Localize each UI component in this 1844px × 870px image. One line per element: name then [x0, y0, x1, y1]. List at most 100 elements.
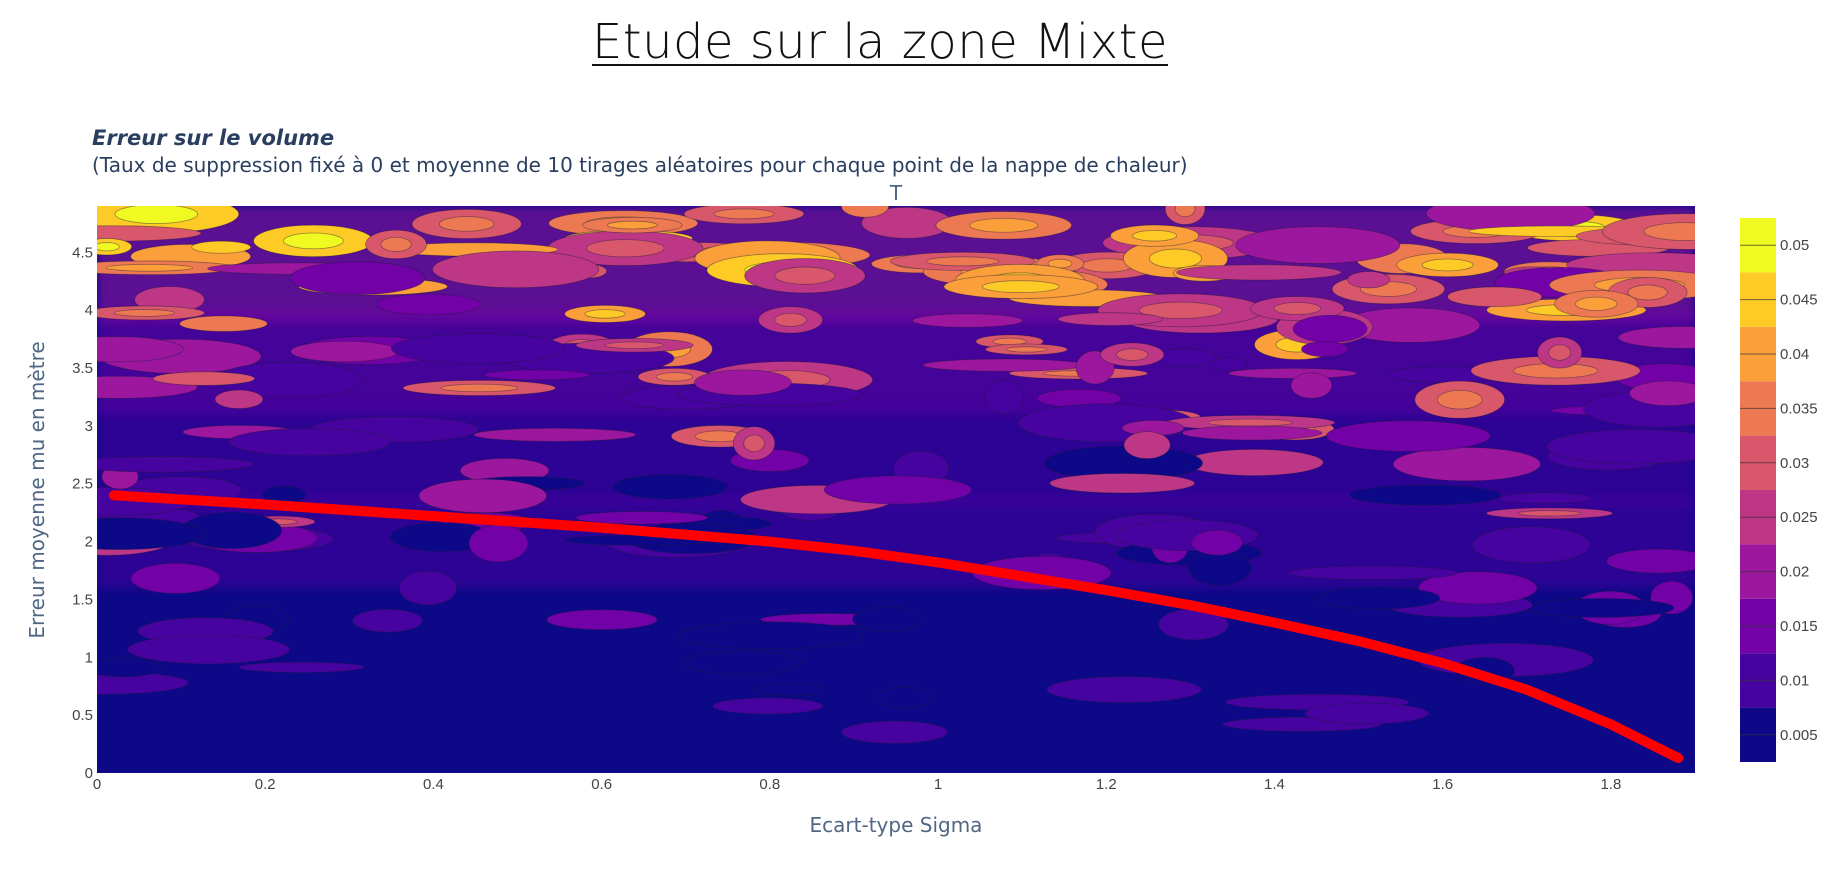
- contour-region: [238, 661, 365, 673]
- colorbar-tick-label: 0.02: [1780, 564, 1809, 581]
- contour-region: [114, 309, 175, 317]
- red-curve-line: [108, 490, 1684, 763]
- contour-region: [1209, 357, 1248, 372]
- contour-region: [1184, 449, 1324, 477]
- contour-region: [1629, 380, 1695, 407]
- contour-region: [684, 650, 802, 675]
- colorbar-tick-label: 0.03: [1780, 455, 1809, 472]
- colorbar-tick-label: 0.015: [1780, 618, 1818, 635]
- contour-region: [1181, 425, 1323, 441]
- contour-region: [127, 634, 291, 665]
- contour-region: [438, 216, 495, 232]
- contour-region: [1471, 526, 1591, 564]
- contour-region: [575, 511, 708, 525]
- chart-title-bold: Erreur sur le volume: [92, 126, 334, 150]
- contour-region: [1005, 346, 1048, 353]
- contour-region: [1349, 484, 1502, 506]
- y-tick-label: 4.5: [72, 244, 93, 261]
- contour-region: [1228, 367, 1357, 379]
- contour-region: [655, 372, 693, 382]
- contour-region: [1436, 389, 1483, 410]
- contour-region: [483, 369, 591, 381]
- contour-region: [774, 266, 836, 285]
- colorbar-tick-label: 0.025: [1780, 509, 1818, 526]
- contour-region: [1498, 492, 1592, 505]
- contour-region: [390, 333, 567, 364]
- contour-region: [983, 379, 1024, 415]
- contour-region: [607, 220, 658, 230]
- y-tick-label: 4: [85, 302, 93, 319]
- contour-region: [1148, 248, 1203, 269]
- contour-region: [97, 657, 162, 678]
- chart-title: Erreur sur le volume: [92, 126, 334, 150]
- contour-region: [755, 682, 825, 697]
- x-tick-label: 0.2: [255, 776, 276, 793]
- contour-region: [678, 621, 864, 650]
- contour-region: [97, 517, 206, 550]
- contour-region: [1123, 431, 1171, 460]
- contour-region: [1627, 284, 1668, 301]
- x-tick-label: 0.4: [423, 776, 444, 793]
- contour-region: [1235, 226, 1401, 264]
- contour-region: [283, 232, 344, 250]
- contour-region: [1188, 550, 1252, 586]
- contour-region: [290, 340, 399, 363]
- contour-region: [1115, 348, 1149, 361]
- x-tick-label: 0.6: [591, 776, 612, 793]
- contour-region: [152, 371, 255, 386]
- contour-region: [1316, 586, 1441, 610]
- contour-region: [114, 206, 198, 224]
- contour-region: [431, 250, 600, 289]
- contour-region: [398, 570, 457, 606]
- contour-region: [1447, 286, 1543, 308]
- contour-region: [352, 608, 423, 633]
- y-tick-label: 2.5: [72, 476, 93, 493]
- page-title: Etude sur la zone Mixte: [591, 14, 1169, 70]
- contour-region: [179, 315, 268, 332]
- y-tick-label: 3: [85, 418, 93, 435]
- x-tick-label: 1: [934, 776, 942, 793]
- plot-label: T: [889, 181, 903, 205]
- x-axis-ticks: 0 0.2 0.4 0.6 0.8 1 1.2 1.4 1.6 1.8: [93, 776, 1621, 793]
- contour-region: [1301, 341, 1349, 358]
- contour-region: [969, 217, 1039, 233]
- contour-region: [1605, 548, 1695, 574]
- colorbar-tick-label: 0.01: [1780, 672, 1809, 689]
- contour-region: [1526, 598, 1675, 618]
- colorbar-tick-label: 0.05: [1780, 237, 1809, 254]
- x-tick-label: 0.8: [759, 776, 780, 793]
- contour-region: [546, 609, 658, 631]
- contour-region: [289, 261, 426, 295]
- contour-region: [876, 686, 933, 709]
- contour-region: [1207, 418, 1293, 427]
- contour-region: [1176, 264, 1342, 281]
- x-tick-label: 0: [93, 776, 101, 793]
- contour-regions: [97, 206, 1695, 744]
- contour-region: [1643, 222, 1695, 241]
- contour-region: [1392, 447, 1541, 482]
- contour-region: [1517, 510, 1582, 517]
- contour-region: [611, 474, 728, 500]
- contour-region: [922, 358, 1086, 372]
- contour-region: [912, 313, 1024, 328]
- contour-region: [774, 312, 807, 327]
- contour-region: [712, 697, 824, 715]
- contour-region: [1304, 702, 1429, 725]
- contour-region: [473, 427, 637, 442]
- contour-region: [1046, 676, 1202, 703]
- contour-region: [586, 239, 665, 258]
- contour-region: [1138, 301, 1223, 319]
- y-axis-title: Erreur moyenne mu en mètre: [25, 341, 49, 638]
- contour-region: [823, 475, 973, 505]
- contour-region: [1057, 312, 1164, 326]
- y-tick-label: 0.5: [72, 707, 93, 724]
- colorbar: 0.005 0.01 0.015 0.02 0.025 0.03 0.035 0.04 0.04…: [1740, 218, 1818, 762]
- contour-region: [981, 280, 1060, 293]
- contour-region: [1421, 258, 1474, 272]
- colorbar-tick-label: 0.04: [1780, 346, 1809, 363]
- y-tick-label: 2: [85, 534, 93, 551]
- contour-region: [1575, 296, 1618, 311]
- contour-region: [130, 562, 221, 594]
- colorbar-tick-label: 0.035: [1780, 400, 1818, 417]
